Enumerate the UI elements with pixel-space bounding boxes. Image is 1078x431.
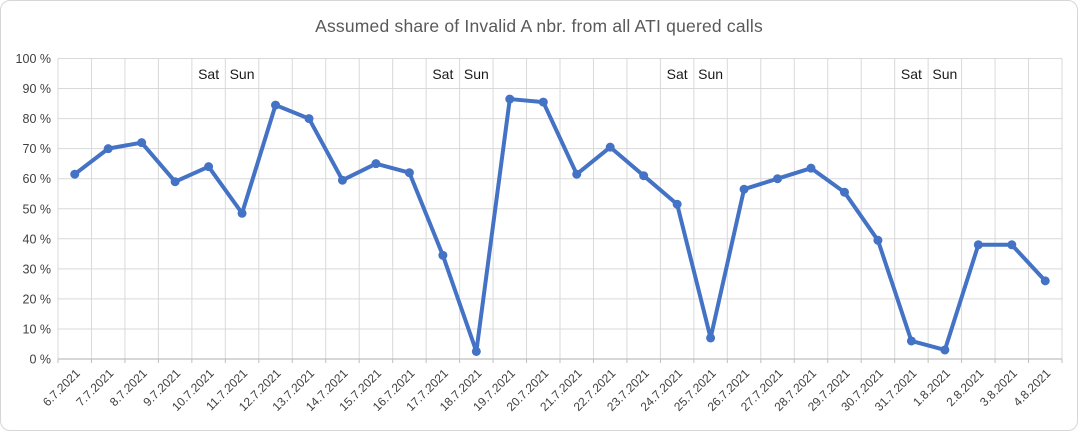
- weekend-label: Sat: [901, 66, 922, 82]
- weekend-label: Sat: [432, 66, 453, 82]
- data-point: [572, 169, 582, 179]
- data-point: [304, 114, 314, 124]
- weekend-label: Sun: [464, 66, 489, 82]
- y-tick-label: 50 %: [23, 202, 52, 216]
- data-point: [639, 171, 649, 181]
- data-point: [672, 199, 682, 209]
- data-point: [237, 208, 247, 218]
- data-point: [337, 175, 347, 185]
- data-point: [404, 168, 414, 178]
- data-point: [1007, 240, 1017, 250]
- data-point: [471, 346, 481, 356]
- gridlines: [57, 58, 1063, 360]
- weekend-label: Sun: [230, 66, 255, 82]
- y-tick-label: 60 %: [23, 172, 52, 186]
- y-tick-label: 30 %: [23, 262, 52, 276]
- data-point: [605, 142, 615, 152]
- y-tick-label: 90 %: [23, 82, 52, 96]
- x-tick-label: 4.8.2021: [1010, 366, 1053, 409]
- data-point: [538, 97, 548, 107]
- data-point: [70, 169, 80, 179]
- data-point: [271, 100, 281, 110]
- data-point: [739, 184, 749, 194]
- y-tick-label: 20 %: [23, 292, 52, 306]
- data-line: [72, 97, 1048, 354]
- data-point: [773, 174, 783, 184]
- y-tick-label: 40 %: [23, 232, 52, 246]
- data-point: [1040, 276, 1050, 286]
- x-axis: [57, 358, 1063, 363]
- data-point: [906, 336, 916, 346]
- data-point: [371, 159, 381, 169]
- y-tick-label: 10 %: [23, 322, 52, 336]
- data-point: [137, 138, 147, 148]
- data-point: [505, 94, 515, 104]
- data-point: [204, 162, 214, 172]
- data-point: [839, 187, 849, 197]
- y-tick-label: 100 %: [16, 52, 51, 66]
- data-point: [973, 240, 983, 250]
- weekend-annotations: Sat Sun Sat Sun Sat Sun Sat Sun: [198, 66, 957, 82]
- weekend-label: Sun: [698, 66, 723, 82]
- y-tick-label: 0 %: [29, 353, 51, 367]
- data-points: [70, 94, 1050, 356]
- data-point: [940, 345, 950, 355]
- weekend-label: Sat: [198, 66, 219, 82]
- x-axis-labels: 6.7.20217.7.20218.7.20219.7.202110.7.202…: [40, 366, 1054, 414]
- weekend-label: Sun: [932, 66, 957, 82]
- weekend-label: Sat: [667, 66, 688, 82]
- data-point: [103, 144, 113, 154]
- y-axis-labels: 0 % 10 % 20 % 30 % 40 % 50 % 60 % 70 % 80 % 90 % 1…: [16, 52, 51, 367]
- y-tick-label: 70 %: [23, 142, 52, 156]
- data-point: [170, 177, 180, 187]
- y-tick-label: 80 %: [23, 112, 52, 126]
- data-point: [706, 333, 716, 343]
- data-point: [873, 235, 883, 245]
- data-point: [806, 163, 816, 173]
- data-point: [438, 250, 448, 260]
